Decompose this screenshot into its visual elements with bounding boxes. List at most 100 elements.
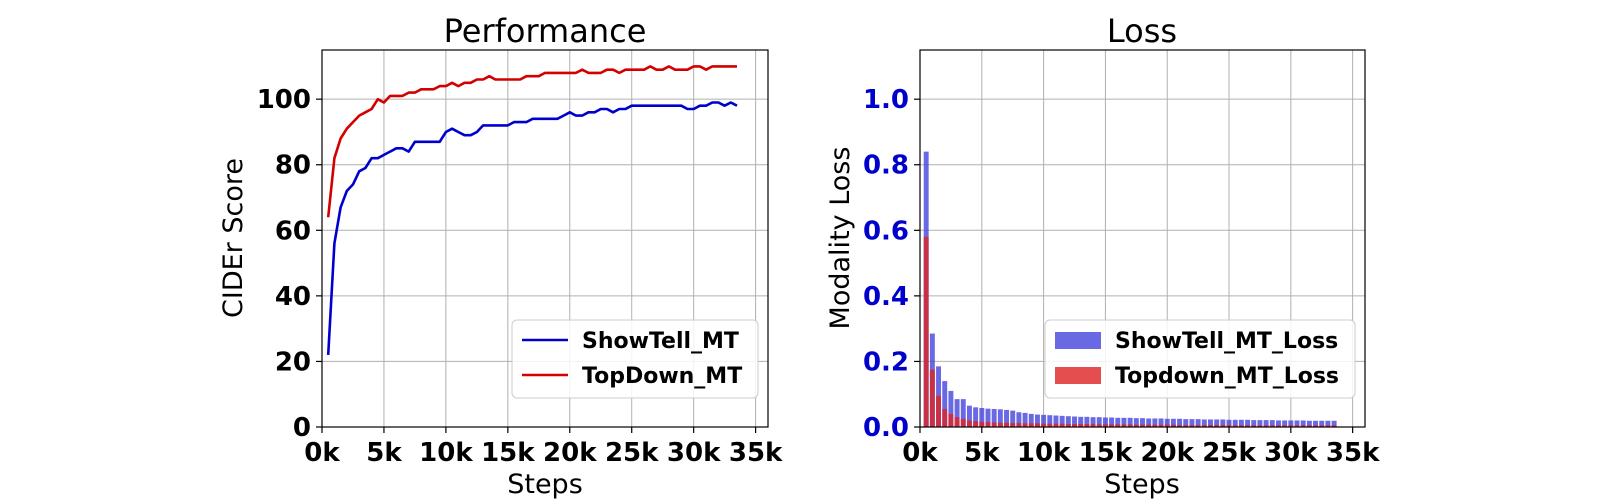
bar-showtell-mt-loss (1065, 416, 1071, 427)
legend-swatch-showtell-mt-loss (1055, 332, 1101, 349)
bar-topdown-mt-loss (1152, 424, 1158, 427)
bar-showtell-mt-loss (1300, 420, 1306, 427)
y-tick-label: 40 (275, 282, 311, 312)
bar-showtell-mt-loss (1313, 420, 1319, 427)
x-tick-label: 30k (1264, 438, 1318, 468)
bar-topdown-mt-loss (1028, 423, 1034, 427)
bar-topdown-mt-loss (1072, 424, 1077, 427)
bar-showtell-mt-loss (991, 408, 997, 427)
bar-topdown-mt-loss (1313, 425, 1319, 427)
bar-topdown-mt-loss (1004, 422, 1009, 427)
loss-y-axis-label: Modality Loss (825, 147, 856, 330)
legend-label-showtell-mt: ShowTell_MT (582, 329, 739, 354)
x-tick-label: 10k (1017, 438, 1071, 468)
y-tick-label: 0.0 (863, 413, 909, 443)
performance-y-ticks: 0 20 40 60 80 100 (257, 85, 322, 443)
bar-topdown-mt-loss (1251, 425, 1257, 427)
bar-topdown-mt-loss (1102, 424, 1108, 427)
x-tick-label: 30k (667, 438, 721, 468)
bar-topdown-mt-loss (954, 417, 960, 427)
bar-showtell-mt-loss (948, 390, 954, 427)
bar-showtell-mt-loss (1041, 414, 1047, 427)
x-tick-label: 0k (902, 438, 938, 468)
bar-showtell-mt-loss (1102, 417, 1108, 427)
bar-showtell-mt-loss (1090, 417, 1096, 427)
legend-swatch-topdown-mt-loss (1055, 367, 1101, 384)
bar-topdown-mt-loss (1263, 425, 1269, 427)
x-tick-label: 15k (1079, 438, 1133, 468)
bar-showtell-mt-loss (1109, 417, 1115, 427)
bar-topdown-mt-loss (1325, 425, 1331, 427)
y-tick-label: 0.2 (863, 347, 909, 377)
loss-plot-frame (919, 49, 1366, 428)
bar-showtell-mt-loss (1294, 420, 1300, 427)
bar-showtell-mt-loss (1325, 420, 1331, 427)
bar-topdown-mt-loss (1220, 425, 1226, 427)
bar-topdown-mt-loss (1214, 425, 1220, 427)
y-tick-label: 0.6 (863, 216, 909, 246)
bar-topdown-mt-loss (1177, 425, 1183, 427)
bar-topdown-mt-loss (1269, 425, 1275, 427)
bar-topdown-mt-loss (1146, 424, 1152, 427)
bar-showtell-mt-loss (960, 399, 966, 427)
bar-showtell-mt-loss (1034, 414, 1040, 427)
bar-showtell-mt-loss (1053, 415, 1059, 427)
bar-showtell-mt-loss (942, 381, 948, 427)
bar-showtell-mt-loss (1016, 412, 1022, 427)
bar-showtell-mt-loss (1146, 418, 1152, 427)
bar-topdown-mt-loss (1133, 424, 1139, 427)
bar-topdown-mt-loss (1065, 424, 1071, 427)
bar-topdown-mt-loss (1331, 425, 1337, 427)
bar-showtell-mt-loss (973, 407, 979, 427)
bar-showtell-mt-loss (1047, 415, 1053, 427)
series-line-showtell-mt (326, 101, 738, 355)
bar-showtell-mt-loss (1028, 413, 1034, 427)
bar-topdown-mt-loss (948, 413, 954, 427)
performance-legend: ShowTell_MT TopDown_MT (511, 319, 759, 399)
y-tick-label: 80 (275, 151, 311, 181)
bar-topdown-mt-loss (1183, 425, 1189, 427)
bar-showtell-mt-loss (1220, 419, 1226, 427)
bar-showtell-mt-loss (1189, 419, 1195, 427)
y-tick-label: 100 (257, 85, 311, 115)
legend-label-showtell-mt-loss: ShowTell_MT_Loss (1115, 329, 1338, 354)
loss-chart: Loss 0k 5k 10k 15k 20k 25k 30k 35k 0.0 0.2 0.4 0.6… (825, 12, 1380, 500)
bar-showtell-mt-loss (1306, 420, 1312, 427)
bar-showtell-mt-loss (1257, 420, 1263, 427)
performance-title: Performance (444, 12, 647, 50)
performance-gridlines (321, 50, 768, 428)
bar-showtell-mt-loss (1059, 415, 1065, 427)
bar-showtell-mt-loss (1127, 417, 1133, 427)
bar-topdown-mt-loss (1010, 423, 1016, 427)
y-tick-label: 0.4 (863, 282, 909, 312)
bar-showtell-mt-loss (985, 408, 991, 427)
x-tick-label: 20k (543, 438, 597, 468)
bar-topdown-mt-loss (973, 421, 979, 427)
bar-showtell-mt-loss (979, 407, 985, 427)
bar-topdown-mt-loss (1022, 423, 1028, 427)
bar-showtell-mt-loss (1170, 418, 1176, 427)
bar-showtell-mt-loss (1115, 417, 1121, 427)
x-tick-label: 5k (964, 438, 1000, 468)
bar-showtell-mt-loss (1319, 420, 1325, 427)
bar-topdown-mt-loss (1016, 423, 1022, 427)
bar-topdown-mt-loss (942, 408, 948, 427)
legend-label-topdown-mt: TopDown_MT (582, 364, 742, 389)
bar-topdown-mt-loss (1034, 423, 1040, 427)
bar-topdown-mt-loss (1109, 424, 1115, 427)
bar-topdown-mt-loss (1140, 424, 1145, 427)
bar-topdown-mt-loss (1059, 423, 1065, 427)
performance-lines (326, 65, 738, 355)
bar-showtell-mt-loss (1164, 418, 1170, 427)
x-tick-label: 5k (366, 438, 402, 468)
x-tick-label: 0k (304, 438, 340, 468)
bar-topdown-mt-loss (985, 422, 991, 427)
bar-topdown-mt-loss (1226, 425, 1232, 427)
bar-showtell-mt-loss (1331, 420, 1337, 427)
bar-showtell-mt-loss (1263, 420, 1269, 427)
performance-x-axis-label: Steps (507, 469, 583, 500)
bar-topdown-mt-loss (966, 420, 972, 427)
bar-topdown-mt-loss (1078, 424, 1084, 427)
bar-topdown-mt-loss (1170, 424, 1176, 427)
bar-showtell-mt-loss (966, 405, 972, 427)
